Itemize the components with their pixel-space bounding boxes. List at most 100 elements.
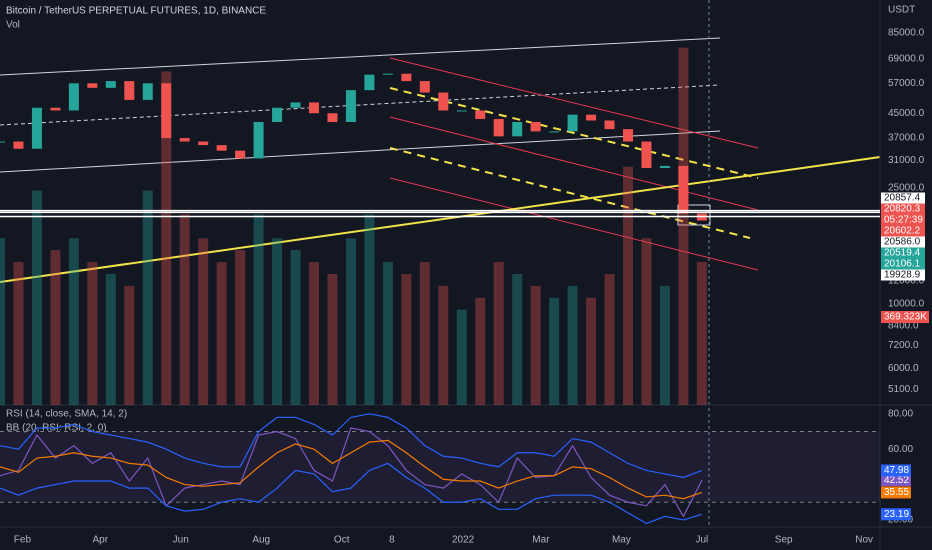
candle-body	[161, 83, 172, 139]
volume-bar	[68, 238, 79, 405]
rsi-value-tag	[881, 464, 911, 477]
candle-body	[493, 119, 504, 137]
y-tick-label: 45000.0	[888, 108, 925, 119]
candle-body	[87, 83, 98, 88]
volume-bar	[696, 262, 707, 405]
y-tick-label: 25000.0	[888, 182, 925, 193]
channel-mid	[0, 84, 721, 126]
rsi-tick-label: 60.00	[888, 444, 913, 455]
rsi-indicator-line	[0, 462, 703, 525]
pattern-box	[677, 204, 711, 226]
rsi-indicator-line	[0, 439, 703, 500]
candle-body	[68, 83, 79, 111]
candle-body	[659, 165, 670, 169]
volume-bar	[549, 297, 560, 405]
price-tag	[881, 258, 925, 270]
rsi-title: RSI (14, close, SMA, 14, 2)	[6, 409, 127, 420]
volume-bar	[142, 190, 153, 405]
volume-bar	[309, 262, 320, 405]
candle-body	[327, 113, 338, 122]
x-tick-label: Mar	[532, 535, 550, 546]
y-tick-label: 37000.0	[888, 133, 925, 144]
volume-bar	[161, 71, 172, 406]
candle-body	[512, 121, 523, 137]
volume-bar	[179, 214, 190, 405]
rsi-value-label: 47.98	[884, 465, 909, 476]
candle-body	[50, 107, 61, 111]
x-tick-label: Nov	[855, 535, 873, 546]
x-tick-label: Apr	[92, 535, 108, 546]
price-tag	[881, 192, 925, 204]
candle-body	[586, 114, 597, 121]
candle-body	[419, 81, 430, 93]
price-tag	[881, 203, 925, 215]
volume-bar	[198, 238, 209, 405]
rsi-indicator-line	[0, 413, 703, 479]
candle-body	[31, 107, 42, 149]
y-tick-label: 7200.0	[888, 340, 919, 351]
price-tag	[881, 236, 925, 248]
price-tag-label: 20857.4	[884, 193, 921, 204]
y-tick-label: 85000.0	[888, 27, 925, 38]
candle-body	[179, 138, 190, 142]
candle-body	[272, 107, 283, 122]
candle-body	[456, 110, 467, 112]
rsi-line	[0, 427, 703, 518]
candle-body	[124, 81, 135, 100]
candle-body	[345, 90, 356, 122]
candle-body	[530, 121, 541, 132]
y-tick-label: 8400.0	[888, 321, 919, 332]
y-tick-label: 57000.0	[888, 78, 925, 89]
currency: USDT	[888, 5, 915, 16]
volume-bar	[216, 262, 227, 405]
y-tick-label: 10000.0	[888, 298, 925, 309]
drawings	[0, 0, 881, 527]
volume-bar	[659, 285, 670, 405]
price-tag	[881, 225, 925, 237]
candle-body	[567, 114, 578, 132]
price-tag-label: 20519.4	[884, 248, 921, 259]
rsi-band-fill	[0, 431, 880, 503]
x-tick-label: Jul	[695, 535, 708, 546]
volume-bar	[13, 262, 24, 405]
volume-bar	[456, 309, 467, 405]
candle-body	[216, 145, 227, 151]
volume-bar	[512, 273, 523, 405]
volume-bar	[364, 214, 375, 405]
rsi-value-tag	[881, 486, 911, 499]
candle-body	[604, 120, 615, 130]
candle-body	[382, 73, 393, 75]
y-tick-label: 12000.0	[888, 275, 925, 286]
volume-bar	[623, 166, 634, 405]
x-tick-label: Feb	[14, 535, 32, 546]
x-tick-label: 8	[389, 535, 395, 546]
red-channel	[389, 116, 759, 211]
red-channel	[389, 57, 759, 149]
y-tick-label: 6000.0	[888, 363, 919, 374]
x-tick-label: Jun	[173, 535, 189, 546]
volume-bar	[87, 262, 98, 405]
volume-bar	[345, 238, 356, 405]
x-tick-label: Aug	[252, 535, 270, 546]
candle-body	[438, 92, 449, 111]
price-tag	[881, 269, 925, 281]
yellow-dashed	[389, 147, 751, 239]
countdown-tag	[881, 214, 925, 226]
volume-bar	[31, 190, 42, 405]
candle-body	[678, 165, 689, 214]
volume-bar	[50, 250, 61, 405]
y-tick-label: 31000.0	[888, 155, 925, 166]
price-tag	[881, 247, 925, 259]
x-tick-label: May	[612, 535, 631, 546]
candle-body	[623, 129, 634, 142]
candle-body	[142, 83, 153, 100]
volume-bar	[272, 238, 283, 405]
y-tick-label: 69000.0	[888, 54, 925, 65]
volume-bar	[419, 262, 430, 405]
x-tick-label: 2022	[452, 535, 475, 546]
volume-bar	[604, 273, 615, 405]
countdown: 05:27:39	[884, 215, 923, 226]
price-tag-label: 20586.0	[884, 237, 921, 248]
